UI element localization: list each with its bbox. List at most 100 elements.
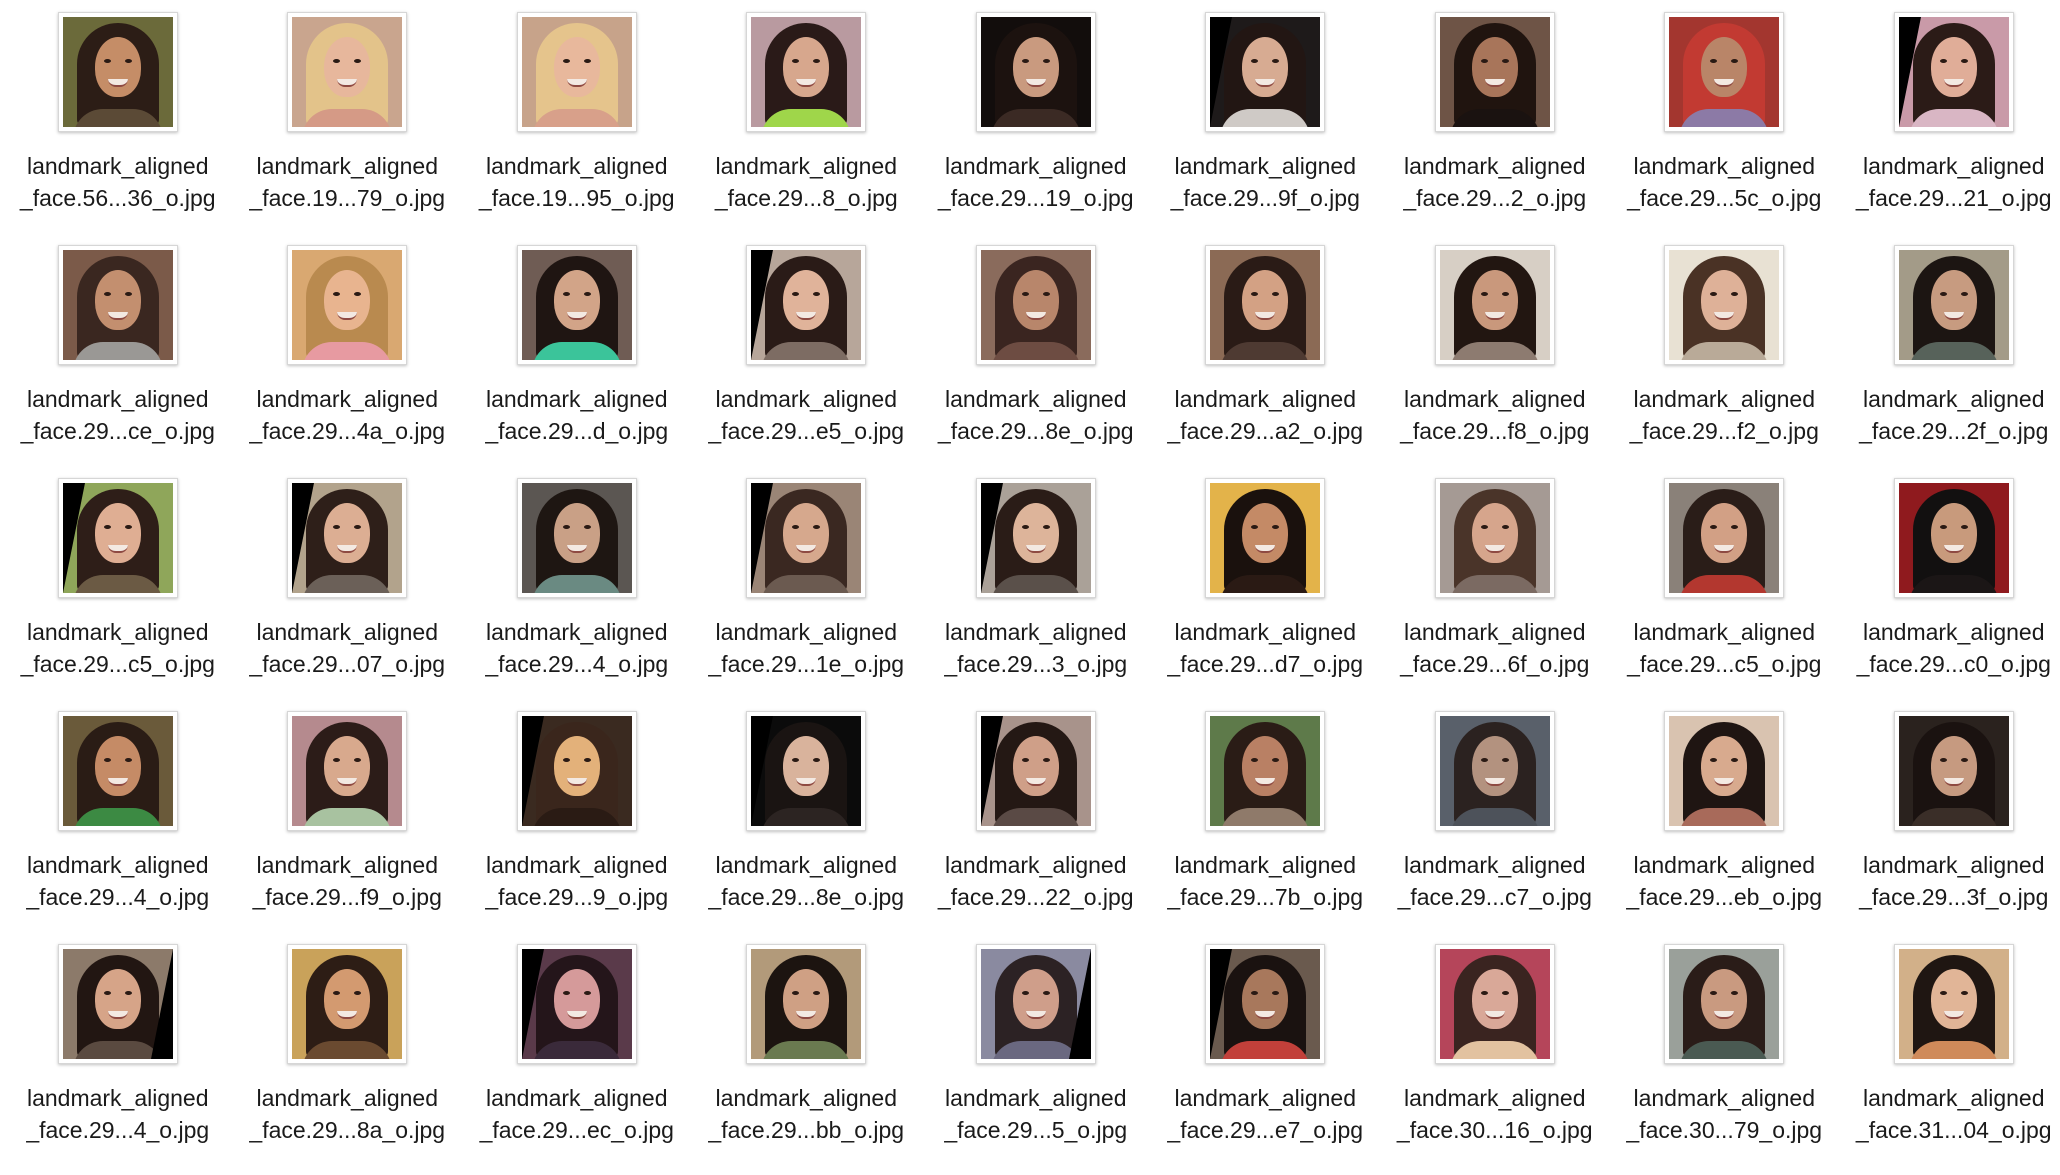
file-name-label[interactable]: landmark_aligned _face.30...16_o.jpg (1384, 1082, 1606, 1146)
thumbnail-frame[interactable] (746, 12, 867, 132)
thumbnail-frame[interactable] (1664, 478, 1785, 598)
file-name-label[interactable]: landmark_aligned _face.29...ec_o.jpg (466, 1082, 688, 1146)
thumbnail-frame[interactable] (1434, 478, 1555, 598)
file-item[interactable]: landmark_aligned _face.29...6f_o.jpg (1380, 476, 1610, 709)
thumbnail-frame[interactable] (1434, 711, 1555, 831)
file-item[interactable]: landmark_aligned _face.29...3_o.jpg (921, 476, 1151, 709)
thumbnail-frame[interactable] (746, 245, 867, 365)
file-name-label[interactable]: landmark_aligned _face.29...f2_o.jpg (1613, 383, 1835, 447)
thumbnail-frame[interactable] (57, 711, 178, 831)
file-item[interactable]: landmark_aligned _face.29...d_o.jpg (462, 243, 692, 476)
file-item[interactable]: landmark_aligned _face.29...4_o.jpg (3, 709, 233, 942)
file-name-label[interactable]: landmark_aligned _face.29...7b_o.jpg (1154, 849, 1376, 913)
file-item[interactable]: landmark_aligned _face.29...e5_o.jpg (692, 243, 922, 476)
file-name-label[interactable]: landmark_aligned _face.29...19_o.jpg (925, 150, 1147, 214)
file-name-label[interactable]: landmark_aligned _face.29...5c_o.jpg (1613, 150, 1835, 214)
thumbnail-frame[interactable] (287, 12, 408, 132)
thumbnail-frame[interactable] (1434, 245, 1555, 365)
file-name-label[interactable]: landmark_aligned _face.29...8e_o.jpg (695, 849, 917, 913)
thumbnail-frame[interactable] (516, 478, 637, 598)
file-name-label[interactable]: landmark_aligned _face.29...4_o.jpg (466, 616, 688, 680)
thumbnail-frame[interactable] (1893, 711, 2014, 831)
thumbnail-frame[interactable] (1893, 478, 2014, 598)
thumbnail-frame[interactable] (975, 711, 1096, 831)
file-item[interactable]: landmark_aligned _face.29...e7_o.jpg (1151, 942, 1381, 1175)
thumbnail-frame[interactable] (746, 711, 867, 831)
file-name-label[interactable]: landmark_aligned _face.29...a2_o.jpg (1154, 383, 1376, 447)
file-item[interactable]: landmark_aligned _face.29...2_o.jpg (1380, 10, 1610, 243)
thumbnail-frame[interactable] (1893, 245, 2014, 365)
file-item[interactable]: landmark_aligned _face.30...79_o.jpg (1610, 942, 1840, 1175)
file-name-label[interactable]: landmark_aligned _face.29...f8_o.jpg (1384, 383, 1606, 447)
file-item[interactable]: landmark_aligned _face.29...f9_o.jpg (233, 709, 463, 942)
file-item[interactable]: landmark_aligned _face.29...19_o.jpg (921, 10, 1151, 243)
thumbnail-frame[interactable] (516, 711, 637, 831)
thumbnail-frame[interactable] (1664, 944, 1785, 1064)
thumbnail-frame[interactable] (516, 12, 637, 132)
file-item[interactable]: landmark_aligned _face.30...16_o.jpg (1380, 942, 1610, 1175)
file-name-label[interactable]: landmark_aligned _face.19...79_o.jpg (236, 150, 458, 214)
file-name-label[interactable]: landmark_aligned _face.29...6f_o.jpg (1384, 616, 1606, 680)
file-item[interactable]: landmark_aligned _face.29...9_o.jpg (462, 709, 692, 942)
file-name-label[interactable]: landmark_aligned _face.29...bb_o.jpg (695, 1082, 917, 1146)
thumbnail-frame[interactable] (1205, 478, 1326, 598)
file-name-label[interactable]: landmark_aligned _face.29...d7_o.jpg (1154, 616, 1376, 680)
file-item[interactable]: landmark_aligned _face.29...07_o.jpg (233, 476, 463, 709)
file-item[interactable]: landmark_aligned _face.29...ec_o.jpg (462, 942, 692, 1175)
file-name-label[interactable]: landmark_aligned _face.29...21_o.jpg (1843, 150, 2060, 214)
file-name-label[interactable]: landmark_aligned _face.29...8e_o.jpg (925, 383, 1147, 447)
file-item[interactable]: landmark_aligned _face.29...9f_o.jpg (1151, 10, 1381, 243)
file-item[interactable]: landmark_aligned _face.29...4_o.jpg (462, 476, 692, 709)
file-item[interactable]: landmark_aligned _face.29...21_o.jpg (1839, 10, 2060, 243)
file-item[interactable]: landmark_aligned _face.29...c5_o.jpg (1610, 476, 1840, 709)
thumbnail-frame[interactable] (1205, 245, 1326, 365)
file-item[interactable]: landmark_aligned _face.29...22_o.jpg (921, 709, 1151, 942)
thumbnail-frame[interactable] (975, 245, 1096, 365)
file-name-label[interactable]: landmark_aligned _face.29...9_o.jpg (466, 849, 688, 913)
thumbnail-frame[interactable] (1205, 944, 1326, 1064)
file-item[interactable]: landmark_aligned _face.56...36_o.jpg (3, 10, 233, 243)
file-name-label[interactable]: landmark_aligned _face.29...eb_o.jpg (1613, 849, 1835, 913)
thumbnail-frame[interactable] (57, 245, 178, 365)
file-item[interactable]: landmark_aligned _face.29...c7_o.jpg (1380, 709, 1610, 942)
file-name-label[interactable]: landmark_aligned _face.19...95_o.jpg (466, 150, 688, 214)
file-name-label[interactable]: landmark_aligned _face.29...1e_o.jpg (695, 616, 917, 680)
file-name-label[interactable]: landmark_aligned _face.29...2_o.jpg (1384, 150, 1606, 214)
thumbnail-frame[interactable] (287, 711, 408, 831)
thumbnail-frame[interactable] (1205, 12, 1326, 132)
file-item[interactable]: landmark_aligned _face.29...8a_o.jpg (233, 942, 463, 1175)
file-name-label[interactable]: landmark_aligned _face.29...c5_o.jpg (1613, 616, 1835, 680)
file-name-label[interactable]: landmark_aligned _face.29...4_o.jpg (7, 1082, 229, 1146)
file-name-label[interactable]: landmark_aligned _face.29...8a_o.jpg (236, 1082, 458, 1146)
file-name-label[interactable]: landmark_aligned _face.29...5_o.jpg (925, 1082, 1147, 1146)
file-name-label[interactable]: landmark_aligned _face.29...07_o.jpg (236, 616, 458, 680)
thumbnail-frame[interactable] (57, 478, 178, 598)
thumbnail-frame[interactable] (1893, 12, 2014, 132)
file-name-label[interactable]: landmark_aligned _face.29...3_o.jpg (925, 616, 1147, 680)
file-name-label[interactable]: landmark_aligned _face.29...d_o.jpg (466, 383, 688, 447)
file-item[interactable]: landmark_aligned _face.29...d7_o.jpg (1151, 476, 1381, 709)
file-name-label[interactable]: landmark_aligned _face.29...c5_o.jpg (7, 616, 229, 680)
thumbnail-frame[interactable] (516, 944, 637, 1064)
file-item[interactable]: landmark_aligned _face.29...8e_o.jpg (692, 709, 922, 942)
file-item[interactable]: landmark_aligned _face.29...bb_o.jpg (692, 942, 922, 1175)
file-name-label[interactable]: landmark_aligned _face.31...04_o.jpg (1843, 1082, 2060, 1146)
thumbnail-frame[interactable] (287, 478, 408, 598)
thumbnail-frame[interactable] (1434, 12, 1555, 132)
thumbnail-frame[interactable] (1664, 711, 1785, 831)
file-item[interactable]: landmark_aligned _face.29...8e_o.jpg (921, 243, 1151, 476)
file-name-label[interactable]: landmark_aligned _face.29...e5_o.jpg (695, 383, 917, 447)
file-item[interactable]: landmark_aligned _face.29...3f_o.jpg (1839, 709, 2060, 942)
file-item[interactable]: landmark_aligned _face.29...eb_o.jpg (1610, 709, 1840, 942)
file-item[interactable]: landmark_aligned _face.29...8_o.jpg (692, 10, 922, 243)
file-item[interactable]: landmark_aligned _face.29...c0_o.jpg (1839, 476, 2060, 709)
thumbnail-frame[interactable] (516, 245, 637, 365)
file-name-label[interactable]: landmark_aligned _face.29...22_o.jpg (925, 849, 1147, 913)
file-name-label[interactable]: landmark_aligned _face.29...c0_o.jpg (1843, 616, 2060, 680)
file-item[interactable]: landmark_aligned _face.29...1e_o.jpg (692, 476, 922, 709)
thumbnail-frame[interactable] (975, 944, 1096, 1064)
file-name-label[interactable]: landmark_aligned _face.29...3f_o.jpg (1843, 849, 2060, 913)
file-item[interactable]: landmark_aligned _face.29...4_o.jpg (3, 942, 233, 1175)
thumbnail-frame[interactable] (287, 944, 408, 1064)
file-item[interactable]: landmark_aligned _face.29...ce_o.jpg (3, 243, 233, 476)
